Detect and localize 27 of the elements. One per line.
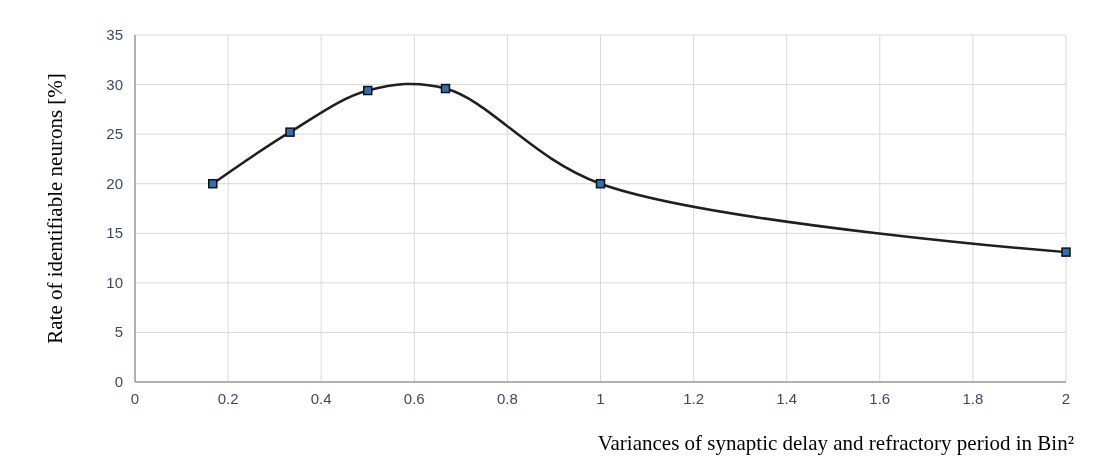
x-axis-title: Variances of synaptic delay and refractory period in Bin²: [597, 431, 1074, 455]
y-tick-label: 30: [106, 75, 123, 93]
x-tick-label: 0: [130, 390, 140, 407]
x-tick-label: 0.6: [403, 390, 425, 407]
point: [363, 85, 373, 96]
x-tick-label: 1.6: [869, 390, 891, 407]
x-tick-label: 2: [1061, 390, 1071, 407]
point: [1061, 247, 1071, 257]
x-tick-label: 0.4: [310, 390, 332, 407]
y-axis-title: Rate of identifiable neurons [%]: [43, 73, 67, 344]
point: [285, 127, 295, 137]
x-tick-label: 0.2: [217, 390, 239, 407]
x-tick-label: 0.8: [496, 390, 518, 407]
point: [207, 178, 218, 189]
y-tick-label: 10: [106, 273, 123, 291]
x-tick-label: 1.8: [962, 390, 984, 407]
point: [440, 83, 451, 94]
x-tick-label: 1: [596, 390, 605, 407]
y-tick-label: 15: [106, 224, 123, 242]
y-tick-label: 35: [106, 26, 123, 43]
point: [595, 178, 606, 189]
x-tick-label: 1.4: [776, 390, 798, 407]
y-tick-label: 25: [106, 125, 123, 143]
y-tick-label: 0: [114, 373, 123, 390]
x-tick-label: 1.2: [683, 390, 705, 407]
y-tick-label: 20: [106, 174, 123, 192]
y-tick-label: 5: [114, 323, 123, 341]
